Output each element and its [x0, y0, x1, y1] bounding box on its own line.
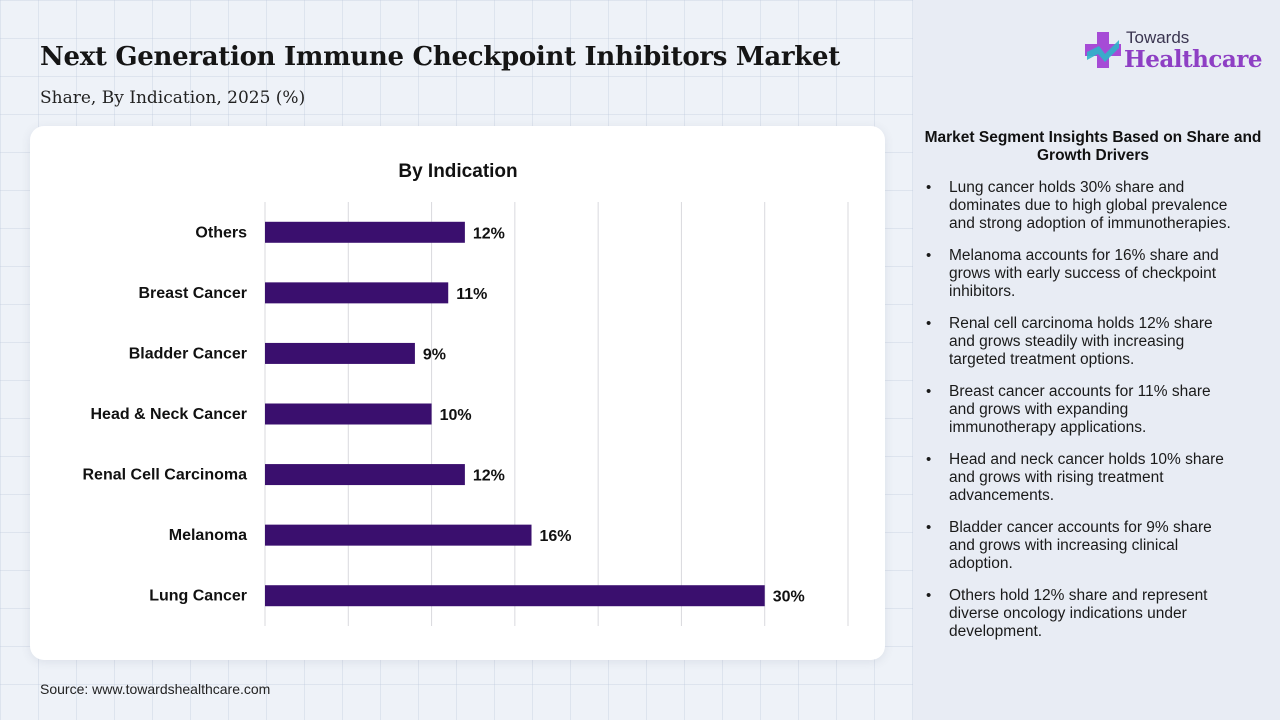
bar-chart: By Indication Others 12% Breast Cancer 11% B…: [83, 161, 849, 626]
bar[interactable]: [265, 524, 532, 546]
brand-logo[interactable]: Towards Healthcare: [1083, 26, 1263, 80]
insight-text: Bladder cancer accounts for 9% share and…: [949, 519, 1212, 572]
logo-text-healthcare: Healthcare: [1124, 46, 1263, 73]
bar[interactable]: [265, 221, 465, 243]
bar[interactable]: [265, 342, 415, 364]
chart-gridlines: [264, 202, 849, 626]
insight-item: • Melanoma accounts for 16% share and gro…: [923, 247, 1233, 301]
category-label: Others: [195, 224, 247, 241]
bullet-icon: •: [926, 519, 932, 536]
bullet-icon: •: [926, 451, 932, 468]
bar[interactable]: [265, 403, 432, 425]
insight-item: • Head and neck cancer holds 10% share an…: [923, 451, 1233, 505]
category-label: Melanoma: [169, 527, 247, 544]
data-label: 16%: [540, 528, 572, 545]
source-note: Source: www.towardshealthcare.com: [40, 681, 271, 697]
insight-item: • Lung cancer holds 30% share and dominat…: [923, 179, 1233, 233]
page-title: Next Generation Immune Checkpoint Inhibi…: [40, 42, 840, 72]
page-subtitle: Share, By Indication, 2025 (%): [40, 88, 306, 108]
bullet-icon: •: [926, 383, 932, 400]
bullet-icon: •: [926, 587, 932, 604]
chart-card: By Indication Others 12% Breast Cancer 11% B…: [30, 126, 885, 660]
insight-text: Breast cancer accounts for 11% share and…: [949, 383, 1211, 436]
insight-text: Renal cell carcinoma holds 12% share and…: [949, 315, 1213, 368]
insight-item: • Bladder cancer accounts for 9% share an…: [923, 519, 1233, 573]
insights-heading: Market Segment Insights Based on Share a…: [924, 129, 1262, 164]
category-label: Lung Cancer: [149, 588, 247, 605]
insights-list: • Lung cancer holds 30% share and dominat…: [923, 179, 1233, 655]
category-label: Breast Cancer: [139, 285, 248, 302]
category-label: Bladder Cancer: [129, 345, 247, 362]
chart-title: By Indication: [398, 161, 517, 182]
bar[interactable]: [265, 585, 765, 607]
category-label: Renal Cell Carcinoma: [83, 467, 248, 484]
bullet-icon: •: [926, 179, 932, 196]
bullet-icon: •: [926, 247, 932, 264]
insights-panel: Towards Healthcare Market Segment Insigh…: [913, 0, 1280, 720]
data-label: 12%: [473, 468, 505, 485]
bar[interactable]: [265, 464, 465, 486]
insight-item: • Others hold 12% share and represent div…: [923, 587, 1233, 641]
insight-text: Head and neck cancer holds 10% share and…: [949, 451, 1224, 504]
data-label: 9%: [423, 346, 446, 363]
insight-item: • Renal cell carcinoma holds 12% share an…: [923, 315, 1233, 369]
bullet-icon: •: [926, 315, 932, 332]
data-label: 30%: [773, 589, 805, 606]
data-label: 12%: [473, 225, 505, 242]
medical-cross-icon: [1085, 32, 1121, 68]
data-label: 11%: [456, 286, 487, 303]
logo-text-towards: Towards: [1126, 28, 1190, 47]
chart-bars: Others 12% Breast Cancer 11% Bladder Cancer 9…: [83, 221, 805, 607]
data-label: 10%: [440, 407, 472, 424]
category-label: Head & Neck Cancer: [90, 406, 247, 423]
insight-item: • Breast cancer accounts for 11% share an…: [923, 383, 1233, 437]
insight-text: Lung cancer holds 30% share and dominate…: [949, 179, 1231, 232]
bar[interactable]: [265, 282, 449, 304]
insight-text: Melanoma accounts for 16% share and grow…: [949, 247, 1219, 300]
insight-text: Others hold 12% share and represent dive…: [949, 587, 1208, 640]
